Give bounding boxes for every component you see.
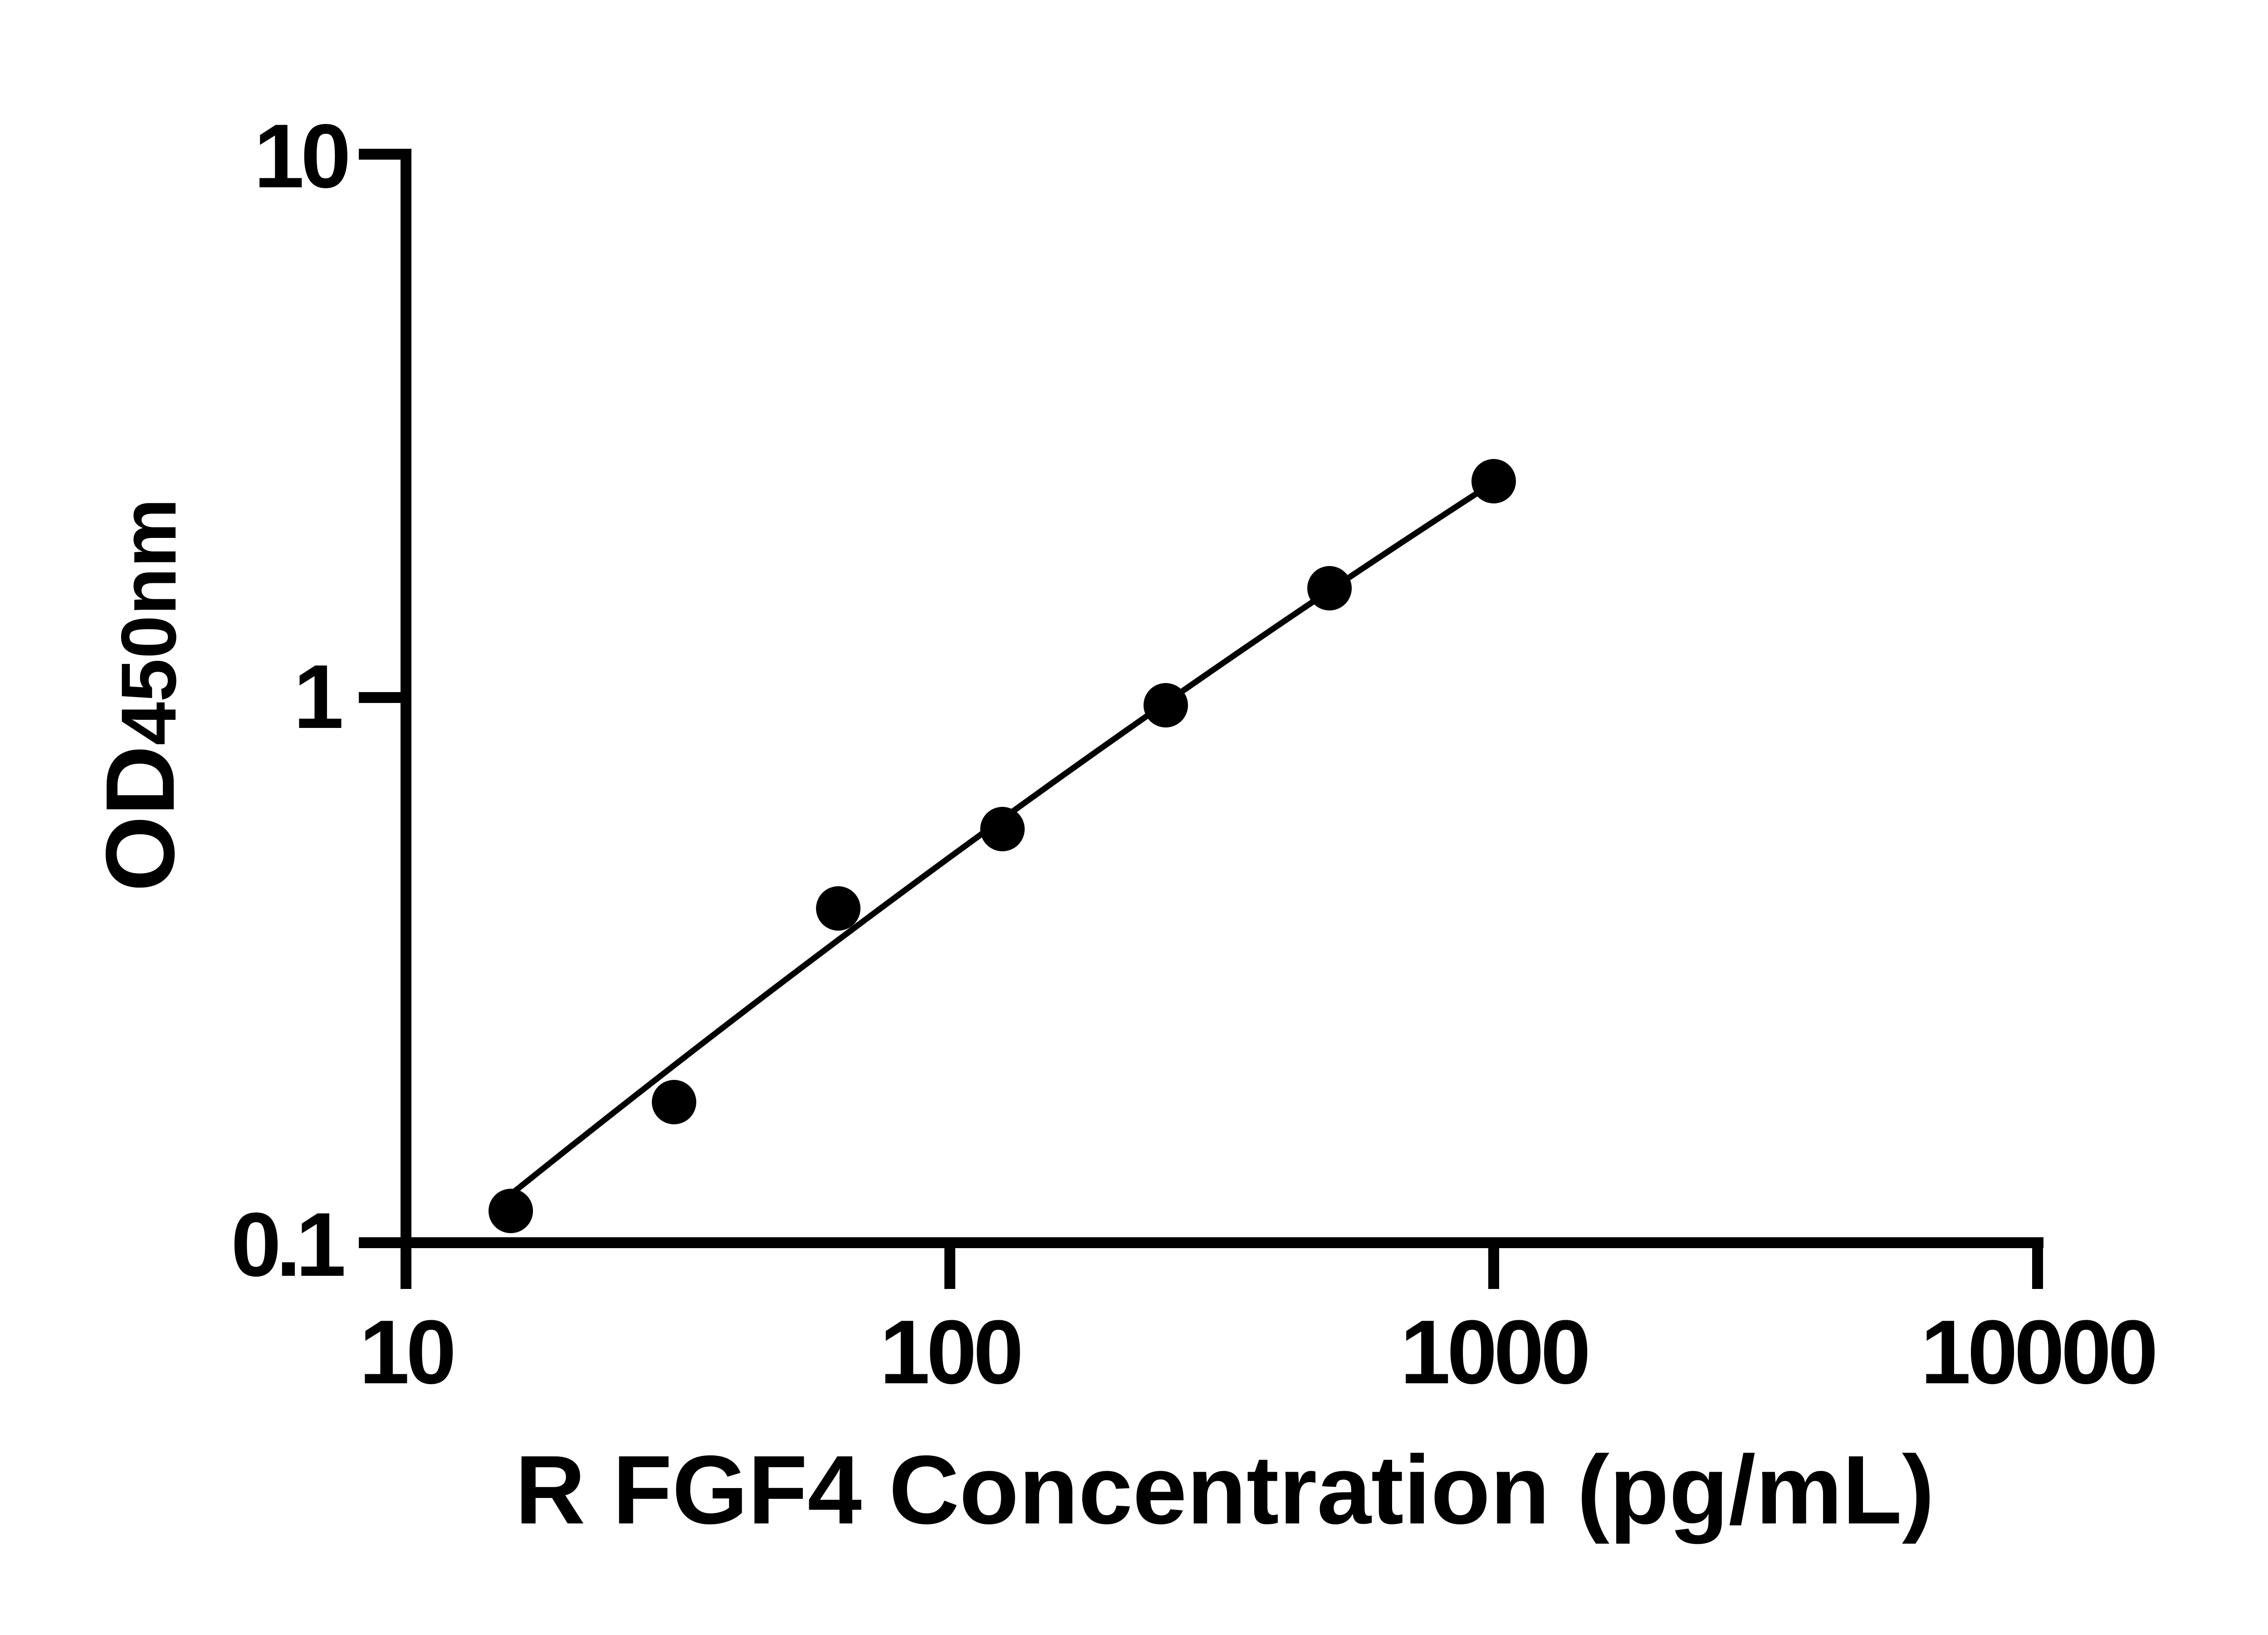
svg-text:100: 100 xyxy=(880,1302,1020,1403)
svg-text:R FGF4 Concentration (pg/mL): R FGF4 Concentration (pg/mL) xyxy=(515,1435,1934,1544)
svg-text:1: 1 xyxy=(293,646,342,747)
svg-text:10000: 10000 xyxy=(1921,1302,2155,1403)
svg-text:0.1: 0.1 xyxy=(231,1194,344,1295)
svg-text:10: 10 xyxy=(254,106,348,207)
svg-text:1000: 1000 xyxy=(1400,1302,1588,1403)
svg-text:10: 10 xyxy=(359,1302,453,1403)
